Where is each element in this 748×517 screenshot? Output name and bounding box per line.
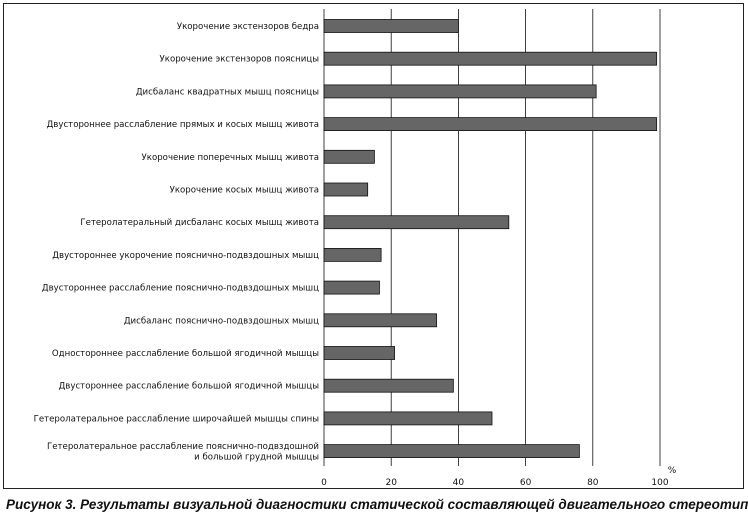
category-label-5: Укорочение косых мышц живота <box>170 186 319 196</box>
bar-7 <box>323 247 382 262</box>
category-label-line: Укорочение поперечных мышц живота <box>142 153 319 163</box>
category-label-8: Двустороннее расслабление пояснично-подв… <box>42 284 319 294</box>
bar-6 <box>323 215 510 230</box>
bar-11 <box>323 378 454 393</box>
bar-2 <box>323 84 597 99</box>
category-label-0: Укорочение экстензоров бедра <box>177 22 319 32</box>
category-label-3: Двустороннее расслабление прямых и косых… <box>47 120 319 130</box>
bar-13 <box>323 444 580 459</box>
category-label-line: Гетеролатеральное расслабление широчайше… <box>34 414 320 424</box>
category-label-line: Укорочение экстензоров бедра <box>177 22 319 32</box>
chart-frame: Укорочение экстензоров бедра Укорочение э… <box>3 3 744 489</box>
gridlines <box>323 9 661 466</box>
bar-9 <box>323 313 437 328</box>
category-label-line: Укорочение экстензоров поясницы <box>160 55 320 65</box>
category-labels: Укорочение экстензоров бедра Укорочение э… <box>34 22 320 462</box>
category-label-line: Двустороннее укорочение пояснично-подвзд… <box>52 251 319 261</box>
x-tick-label-20: 20 <box>385 478 397 488</box>
bar-1 <box>323 51 658 66</box>
category-label-10: Одностороннее расслабление большой ягоди… <box>52 349 319 359</box>
bar-12 <box>323 411 493 426</box>
category-label-6: Гетеролатеральный дисбаланс косых мышц ж… <box>80 218 319 228</box>
x-axis-unit-label: % <box>668 466 677 476</box>
category-label-2: Дисбаланс квадратных мышц поясницы <box>136 87 319 97</box>
category-label-line: Одностороннее расслабление большой ягоди… <box>52 349 319 359</box>
category-label-line: Гетеролатеральное расслабление пояснично… <box>47 442 319 452</box>
x-tick-label-0: 0 <box>321 478 327 488</box>
x-tick-label-60: 60 <box>520 478 532 488</box>
category-label-1: Укорочение экстензоров поясницы <box>160 55 320 65</box>
bar-8 <box>323 280 380 295</box>
x-tick-label-80: 80 <box>587 478 599 488</box>
category-label-line: Дисбаланс квадратных мышц поясницы <box>136 87 319 97</box>
category-label-11: Двустороннее расслабление большой ягодич… <box>59 382 320 392</box>
x-tick-labels: 0 20 40 60 80 100 <box>321 478 669 488</box>
bar-10 <box>323 346 395 360</box>
category-label-line: Гетеролатеральный дисбаланс косых мышц ж… <box>80 218 319 228</box>
category-label-line: Двустороннее расслабление большой ягодич… <box>59 382 320 392</box>
category-label-4: Укорочение поперечных мышц живота <box>142 153 319 163</box>
category-label-13: Гетеролатеральное расслабление пояснично… <box>47 442 319 463</box>
x-tick-label-40: 40 <box>453 478 465 488</box>
category-label-12: Гетеролатеральное расслабление широчайше… <box>34 414 320 424</box>
bar-5 <box>323 182 369 197</box>
category-label-line: Двустороннее расслабление пояснично-подв… <box>42 284 319 294</box>
bar-0 <box>323 19 459 33</box>
x-tick-label-100: 100 <box>651 478 668 488</box>
category-label-line: Двустороннее расслабление прямых и косых… <box>47 120 319 130</box>
figure-caption: Рисунок 3. Результаты визуальной диагнос… <box>6 497 748 512</box>
category-label-line: и большой грудной мышцы <box>194 452 319 462</box>
category-label-7: Двустороннее укорочение пояснично-подвзд… <box>52 251 319 261</box>
category-label-line: Дисбаланс пояснично-подвздошных мышц <box>124 316 319 326</box>
bar-chart: Укорочение экстензоров бедра Укорочение э… <box>34 9 677 488</box>
category-label-line: Укорочение косых мышц живота <box>170 186 319 196</box>
category-label-9: Дисбаланс пояснично-подвздошных мышц <box>124 316 319 326</box>
bar-3 <box>323 117 658 131</box>
bar-4 <box>323 149 375 164</box>
bars <box>323 19 658 459</box>
